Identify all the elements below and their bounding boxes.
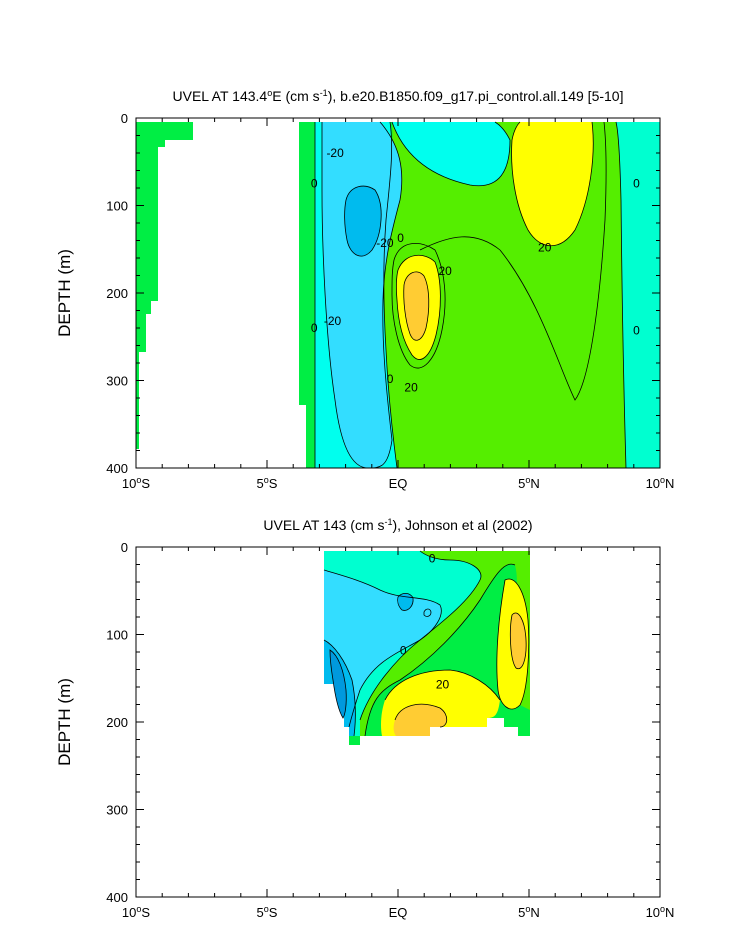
p1-contour-euc-yellow (395, 254, 441, 360)
p2-contour-d (329, 649, 347, 719)
p1-contour-surface-jet (511, 121, 594, 247)
p2-xtick-label: EQ (389, 905, 408, 920)
p1-ytick-label: 300 (106, 374, 128, 389)
p1-y-tick-labels: 0 100 200 300 400 (106, 111, 128, 476)
p1-contour-euc-orange (403, 271, 430, 341)
p1-contour-label: 0 (387, 372, 394, 386)
p1-contour-plus10 (391, 243, 446, 369)
p2-xtick-label: 5oN (518, 904, 540, 920)
p2-contour-k (423, 608, 432, 617)
p1-xtick-label: 10oS (122, 475, 150, 491)
p2-contour-h (394, 703, 448, 728)
p1-contour-minus10 (391, 121, 511, 187)
p2-xtick-label: 10oN (646, 904, 675, 920)
p1-x-tick-labels: 10oS 5oS EQ 5oN 10oN (122, 475, 675, 491)
p1-contour-tongue (419, 121, 607, 401)
p2-orange-euc (393, 704, 447, 736)
panel-model: UVEL AT 143.4oE (cm s-1), b.e20.B1850.f0… (55, 88, 674, 491)
p2-small-cyan-eddy (397, 593, 414, 611)
p1-surface-jet-yellow (511, 122, 594, 246)
p2-contour-j (364, 563, 516, 737)
p1-contour-label: -20 (324, 314, 342, 328)
p1-contour-label: 0 (311, 177, 318, 191)
panel-2-title: UVEL AT 143 (cm s-1), Johnson et al (200… (263, 517, 532, 533)
p2-y-axis-label: DEPTH (m) (55, 678, 74, 766)
p2-xtick-label: 10oS (122, 904, 150, 920)
p2-contour-lines (323, 550, 530, 737)
p1-xtick-label: 5oS (257, 475, 278, 491)
p2-contour-label: 0 (400, 643, 407, 657)
p2-ytick-label: 400 (106, 890, 128, 905)
p2-ticks (135, 546, 661, 898)
p2-contour-label: 0 (429, 551, 436, 565)
p1-ticks (135, 117, 661, 469)
p1-y-axis-label: DEPTH (m) (55, 249, 74, 337)
p2-deepblue-core (330, 650, 347, 718)
p2-contour-label: 20 (436, 677, 450, 691)
p2-ytick-label: 0 (121, 540, 128, 555)
p1-contour-label: 0 (633, 324, 640, 338)
panel-2-plot-area: 0 0 20 (323, 550, 530, 745)
p2-orange-east (510, 612, 527, 669)
p1-ytick-label: 400 (106, 461, 128, 476)
p2-contour-labels: 0 0 20 (400, 551, 450, 691)
p2-contour-i (509, 612, 527, 670)
p1-contour-lines (313, 121, 627, 469)
p1-contour-east-zero (615, 121, 627, 469)
p1-contour-label: 20 (538, 241, 552, 255)
p1-euc-core-orange (403, 271, 429, 341)
p1-xtick-label: 5oN (518, 475, 540, 491)
p1-west-strip (136, 122, 193, 449)
p1-contour-label: 20 (438, 264, 452, 278)
p1-ytick-label: 0 (121, 111, 128, 126)
p2-x-tick-labels: 10oS 5oS EQ 5oN 10oN (122, 904, 675, 920)
p2-ytick-label: 100 (106, 628, 128, 643)
p1-ytick-label: 200 (106, 286, 128, 301)
p1-contour-westjet (321, 121, 403, 469)
p1-westward-jet-cyan (322, 122, 402, 468)
panel-observations: UVEL AT 143 (cm s-1), Johnson et al (200… (55, 517, 674, 920)
p1-core-blue (344, 186, 382, 257)
p1-ytick-label: 100 (106, 199, 128, 214)
p1-contour-label: -20 (376, 236, 394, 250)
p1-contour-label: 0 (311, 321, 318, 335)
p2-contour-g (384, 669, 501, 701)
p1-xtick-label: EQ (389, 476, 408, 491)
p1-contour-core (344, 185, 382, 257)
p2-contour-a (359, 550, 482, 721)
p1-east-aqua (616, 122, 660, 468)
panel-1-title: UVEL AT 143.4oE (cm s-1), b.e20.B1850.f0… (173, 88, 624, 104)
p1-contour-label: -20 (326, 146, 344, 160)
p1-contour-label: 0 (633, 177, 640, 191)
p1-contour-label: 0 (397, 231, 404, 245)
p1-contour-label: 20 (404, 381, 418, 395)
p2-contour-e (397, 592, 414, 611)
p1-xtick-label: 10oN (646, 475, 675, 491)
p2-contour-f (496, 578, 530, 710)
p2-contour-c (323, 639, 356, 737)
p2-contour-b (323, 569, 442, 728)
p2-xtick-label: 5oS (257, 904, 278, 920)
p2-y-tick-labels: 0 100 200 300 400 (106, 540, 128, 905)
p2-ytick-label: 200 (106, 715, 128, 730)
p2-ytick-label: 300 (106, 803, 128, 818)
